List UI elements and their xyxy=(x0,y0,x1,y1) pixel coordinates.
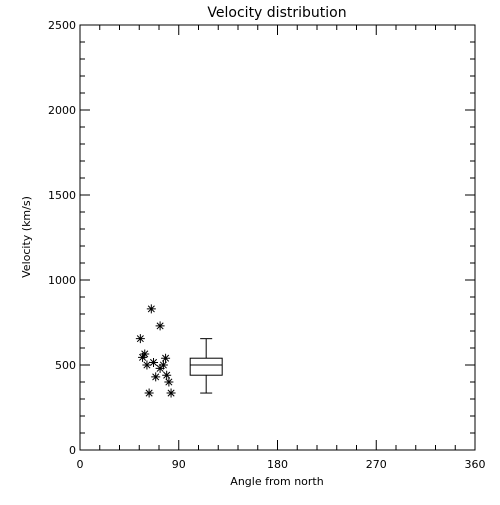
data-point xyxy=(162,370,172,380)
data-point xyxy=(142,360,152,370)
data-point xyxy=(149,357,159,367)
data-point xyxy=(151,372,161,382)
data-point xyxy=(164,377,174,387)
y-tick-label: 500 xyxy=(55,359,76,372)
y-tick-label: 2500 xyxy=(48,19,76,32)
data-point xyxy=(155,363,165,373)
y-axis-label: Velocity (km/s) xyxy=(20,196,33,278)
data-point xyxy=(144,388,154,398)
data-point xyxy=(158,360,168,370)
y-tick-label: 1500 xyxy=(48,189,76,202)
boxplot xyxy=(189,338,223,394)
x-tick-label: 360 xyxy=(465,458,486,471)
data-point xyxy=(138,352,148,362)
axis-ticks: 0 90 180 270 360 0 500 1000 1500 2000 2500 xyxy=(48,19,486,471)
plot-frame xyxy=(79,24,476,451)
data-point xyxy=(166,388,176,398)
y-tick-label: 2000 xyxy=(48,104,76,117)
y-tick-label: 1000 xyxy=(48,274,76,287)
data-point xyxy=(140,349,150,359)
y-tick-label: 0 xyxy=(69,444,76,457)
x-axis-label: Angle from north xyxy=(230,475,323,488)
scatter-points xyxy=(135,304,176,398)
data-point xyxy=(135,334,145,344)
x-tick-label: 90 xyxy=(172,458,186,471)
data-point xyxy=(161,353,171,363)
data-point xyxy=(146,304,156,314)
x-tick-label: 0 xyxy=(77,458,84,471)
box-iqr xyxy=(189,357,223,376)
x-tick-label: 270 xyxy=(366,458,387,471)
data-point xyxy=(155,321,165,331)
chart-title: Velocity distribution xyxy=(207,5,346,21)
x-tick-label: 180 xyxy=(267,458,288,471)
